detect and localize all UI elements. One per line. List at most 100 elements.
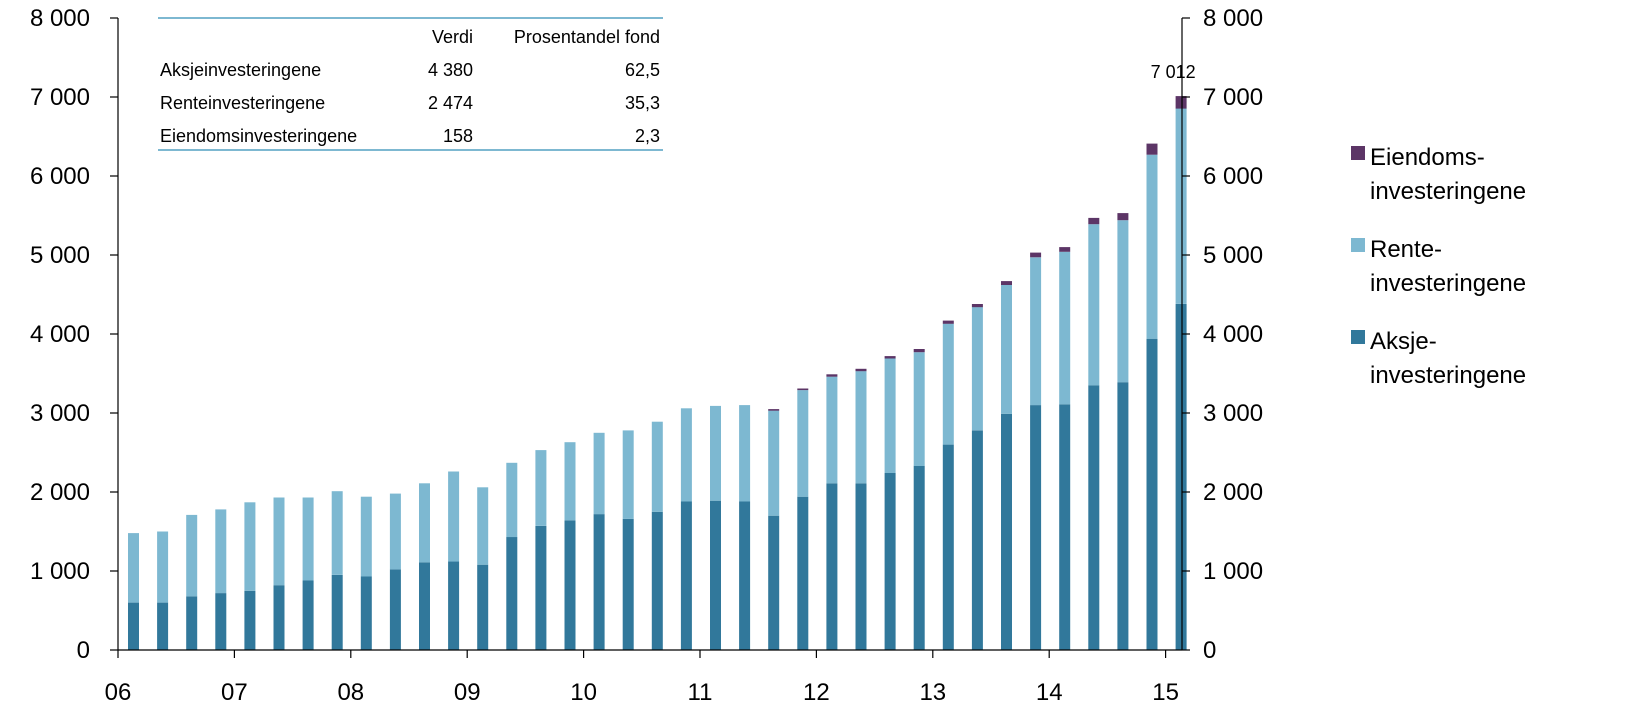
- bar-aksje-11: [448, 561, 460, 650]
- bar-rente-28: [942, 323, 954, 445]
- bar-aksje-31: [1030, 405, 1042, 650]
- legend: Eiendoms-investeringene Rente-investering…: [1351, 144, 1526, 389]
- bar-aksje-20: [710, 500, 721, 650]
- x-tick-label-6: 12: [803, 679, 830, 706]
- bar-aksje-21: [739, 501, 751, 650]
- bar-eiendom-29: [971, 304, 983, 308]
- bar-aksje-1: [157, 602, 169, 650]
- bar-aksje-27: [913, 465, 925, 650]
- bar-rente-23: [797, 390, 809, 497]
- legend-swatch-aksje: [1351, 330, 1365, 344]
- bar-rente-3: [215, 509, 227, 594]
- bar-eiendom-28: [942, 320, 954, 324]
- table-header-prosentandel: Prosentandel fond: [514, 27, 660, 47]
- bar-rente-2: [186, 514, 198, 597]
- bar-rente-27: [913, 352, 925, 466]
- bar-aksje-35: [1146, 338, 1158, 650]
- bar-rente-25: [855, 371, 867, 484]
- bar-aksje-24: [826, 483, 838, 650]
- y-tick-label-right-0: 0: [1203, 637, 1216, 664]
- bar-aksje-9: [389, 569, 401, 650]
- bar-aksje-8: [360, 576, 372, 650]
- bar-eiendom-25: [855, 368, 867, 372]
- summary-table: Verdi Prosentandel fond Aksjeinvesteringen…: [158, 17, 663, 151]
- bar-rente-16: [593, 432, 605, 515]
- bar-aksje-33: [1088, 385, 1100, 650]
- y-tick-label-left-2: 2 000: [30, 479, 90, 506]
- table-row-1-prosent: 35,3: [625, 93, 660, 113]
- x-tick-label-1: 07: [221, 679, 248, 706]
- bar-aksje-13: [506, 537, 518, 650]
- y-tick-label-left-3: 3 000: [30, 400, 90, 427]
- bar-aksje-25: [855, 483, 867, 650]
- bar-eiendom-33: [1088, 217, 1100, 225]
- bar-rente-10: [419, 483, 430, 563]
- x-tick-label-5: 11: [688, 679, 713, 706]
- bar-rente-26: [884, 358, 896, 473]
- bar-rente-22: [768, 410, 780, 516]
- legend-label-rente-0: Rente-: [1370, 236, 1442, 263]
- bar-eiendom-22: [768, 409, 780, 411]
- bar-aksje-6: [302, 580, 314, 650]
- table-row-1-verdi: 2 474: [428, 93, 473, 113]
- axes-group: 0 1 000 2 000 3 000 4 000 5 000 6 000 7 000 8 00…: [30, 5, 1263, 706]
- bars-group: 7 012: [128, 62, 1196, 651]
- y-tick-label-left-4: 4 000: [30, 321, 90, 348]
- y-tick-label-left-8: 8 000: [30, 5, 90, 32]
- bar-rente-5: [273, 497, 285, 586]
- legend-swatch-eiendom: [1351, 146, 1365, 160]
- bar-aksje-34: [1117, 382, 1129, 650]
- x-tick-label-8: 14: [1036, 679, 1063, 706]
- bar-rente-21: [739, 405, 751, 502]
- bar-rente-13: [506, 462, 518, 538]
- bar-aksje-22: [768, 515, 780, 650]
- bar-rente-7: [331, 491, 343, 575]
- table-row-2-verdi: 158: [443, 126, 473, 146]
- bar-eiendom-35: [1146, 143, 1158, 155]
- table-row-2-prosent: 2,3: [635, 126, 660, 146]
- bar-rente-9: [389, 493, 401, 570]
- bar-rente-14: [535, 450, 547, 526]
- bar-rente-17: [622, 430, 634, 519]
- y-tick-label-right-5: 5 000: [1203, 242, 1263, 269]
- bar-aksje-19: [680, 501, 692, 650]
- bar-eiendom-30: [1001, 281, 1012, 285]
- bar-aksje-7: [331, 575, 343, 650]
- bar-rente-24: [826, 376, 838, 484]
- bar-aksje-14: [535, 526, 547, 650]
- bar-aksje-10: [419, 562, 430, 650]
- bar-aksje-32: [1059, 404, 1071, 650]
- bar-aksje-12: [477, 564, 489, 650]
- bar-rente-19: [680, 408, 692, 502]
- y-tick-label-right-3: 3 000: [1203, 400, 1263, 427]
- bar-rente-1: [157, 531, 169, 603]
- bar-aksje-5: [273, 585, 285, 650]
- bar-aksje-18: [651, 511, 663, 651]
- x-tick-label-7: 13: [919, 679, 946, 706]
- y-tick-label-left-6: 6 000: [30, 163, 90, 190]
- bar-rente-20: [710, 405, 721, 501]
- bar-rente-6: [302, 497, 314, 581]
- legend-label-aksje-1: investeringene: [1370, 362, 1526, 389]
- legend-label-eiendom-0: Eiendoms-: [1370, 144, 1485, 171]
- bar-rente-18: [651, 421, 663, 512]
- bar-eiendom-27: [913, 349, 925, 353]
- table-row-1-name: Renteinvesteringene: [160, 93, 325, 113]
- legend-swatch-rente: [1351, 238, 1365, 252]
- bar-rente-0: [128, 533, 139, 603]
- legend-label-eiendom-1: investeringene: [1370, 178, 1526, 205]
- bar-rente-4: [244, 502, 256, 591]
- bar-aksje-28: [942, 444, 954, 650]
- bar-eiendom-24: [826, 374, 838, 377]
- y-tick-label-right-7: 7 000: [1203, 84, 1263, 111]
- bar-aksje-16: [593, 514, 605, 650]
- last-bar-value-label: 7 012: [1151, 62, 1196, 82]
- y-tick-label-left-5: 5 000: [30, 242, 90, 269]
- x-tick-label-9: 15: [1152, 679, 1179, 706]
- legend-label-rente-1: investeringene: [1370, 270, 1526, 297]
- x-tick-label-0: 06: [105, 679, 132, 706]
- legend-label-aksje-0: Aksje-: [1370, 328, 1437, 355]
- y-tick-label-left-0: 0: [77, 637, 90, 664]
- bar-aksje-0: [128, 602, 139, 650]
